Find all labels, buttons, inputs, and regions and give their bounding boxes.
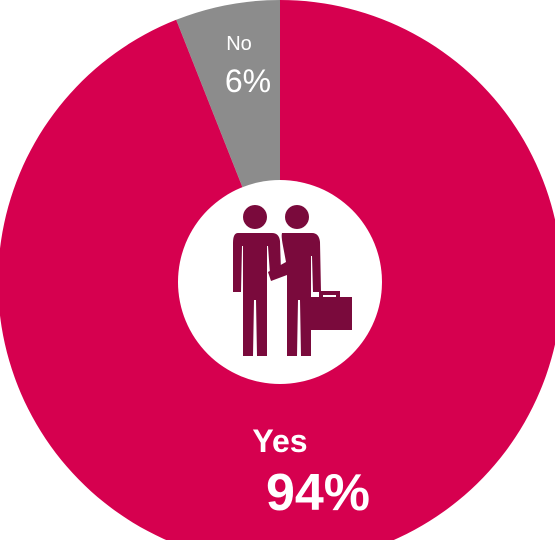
data-label-no: 6% [225,63,271,99]
slice-label-yes: Yes [252,423,307,459]
donut-hole [178,180,382,384]
data-label-yes: 94% [266,464,370,522]
slice-labels: Yes 94% No 6% [225,33,370,522]
businesspeople-briefcase-icon [233,205,352,356]
slice-label-no: No [226,33,252,55]
